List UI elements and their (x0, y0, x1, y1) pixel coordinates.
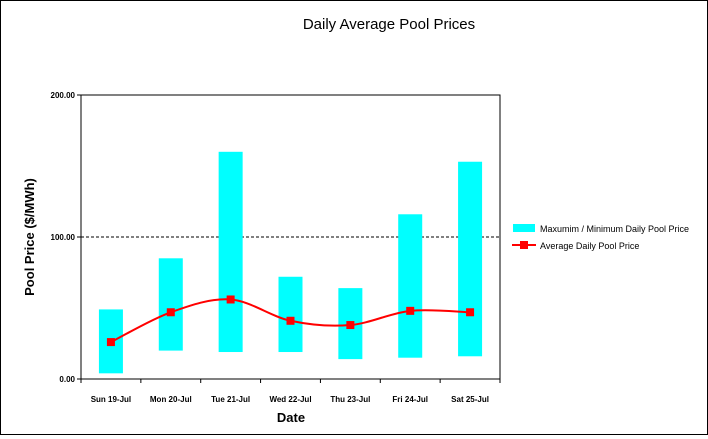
range-bar (458, 161, 483, 357)
x-tick-label: Wed 22-Jul (269, 395, 311, 404)
range-bar (218, 151, 243, 353)
legend: Maxumim / Minimum Daily Pool Price Avera… (512, 224, 689, 251)
x-tick-label: Mon 20-Jul (150, 395, 192, 404)
average-marker (406, 306, 415, 315)
average-marker (466, 308, 475, 317)
y-tick-label: 200.00 (51, 91, 76, 100)
legend-label-average: Average Daily Pool Price (540, 241, 639, 251)
y-tick-label: 0.00 (59, 375, 75, 384)
floating-bars (98, 151, 483, 374)
average-marker (286, 316, 295, 325)
range-bar (398, 214, 423, 358)
x-tick-label: Tue 21-Jul (211, 395, 250, 404)
x-tick-label: Sun 19-Jul (91, 395, 131, 404)
x-tick-label: Thu 23-Jul (330, 395, 370, 404)
range-bar (278, 276, 303, 353)
x-axis-label: Date (277, 410, 305, 425)
y-axis-label: Pool Price ($/MWh) (22, 178, 37, 296)
legend-label-range: Maxumim / Minimum Daily Pool Price (540, 224, 689, 234)
legend-swatch-range (513, 224, 535, 232)
average-marker (346, 321, 355, 330)
average-marker (166, 308, 175, 317)
legend-swatch-marker (520, 241, 528, 249)
x-axis-ticks: Sun 19-Jul Mon 20-Jul Tue 21-Jul Wed 22-Jul… (80, 379, 501, 404)
chart-title: Daily Average Pool Prices (303, 16, 475, 33)
y-axis-ticks: 0.00 100.00 200.00 (51, 91, 81, 384)
average-marker (106, 338, 115, 347)
average-line-series (106, 295, 475, 347)
y-tick-label: 100.00 (51, 233, 76, 242)
range-bar (158, 258, 183, 351)
x-tick-label: Sat 25-Jul (451, 395, 489, 404)
average-marker (226, 295, 235, 304)
x-tick-label: Fri 24-Jul (392, 395, 428, 404)
